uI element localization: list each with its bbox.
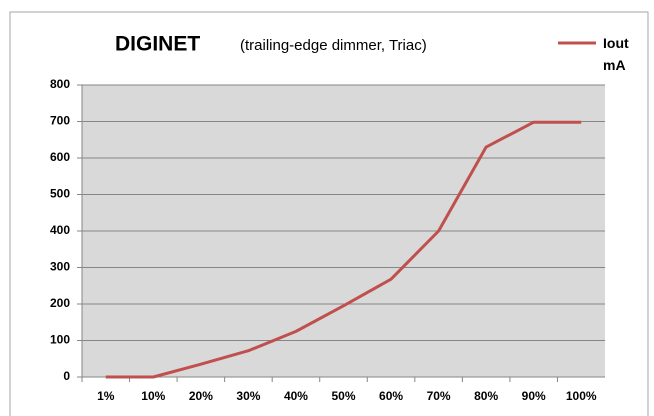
y-tick-label: 300 xyxy=(50,260,70,274)
x-tick-label: 100% xyxy=(566,389,597,403)
y-tick-label: 0 xyxy=(63,369,70,383)
chart-title: DIGINET xyxy=(115,33,200,56)
legend-label: Iout mA xyxy=(603,35,629,73)
x-tick-label: 70% xyxy=(427,389,451,403)
x-tick-label: 60% xyxy=(379,389,403,403)
y-tick-label: 700 xyxy=(50,114,70,128)
x-tick-label: 90% xyxy=(522,389,546,403)
x-tick-label: 10% xyxy=(141,389,165,403)
x-tick-label: 1% xyxy=(97,389,115,403)
x-tick-label: 30% xyxy=(236,389,260,403)
x-tick-label: 80% xyxy=(474,389,498,403)
y-tick-label: 100 xyxy=(50,333,70,347)
data-line xyxy=(105,120,582,379)
chart-subtitle: (trailing-edge dimmer, Triac) xyxy=(240,37,427,54)
x-tick-label: 20% xyxy=(189,389,213,403)
y-tick-label: 600 xyxy=(50,150,70,164)
y-tick-label: 200 xyxy=(50,296,70,310)
y-tick-label: 400 xyxy=(50,223,70,237)
y-tick-label: 500 xyxy=(50,187,70,201)
y-tick-label: 800 xyxy=(50,77,70,91)
x-tick-label: 40% xyxy=(284,389,308,403)
x-tick-label: 50% xyxy=(331,389,355,403)
